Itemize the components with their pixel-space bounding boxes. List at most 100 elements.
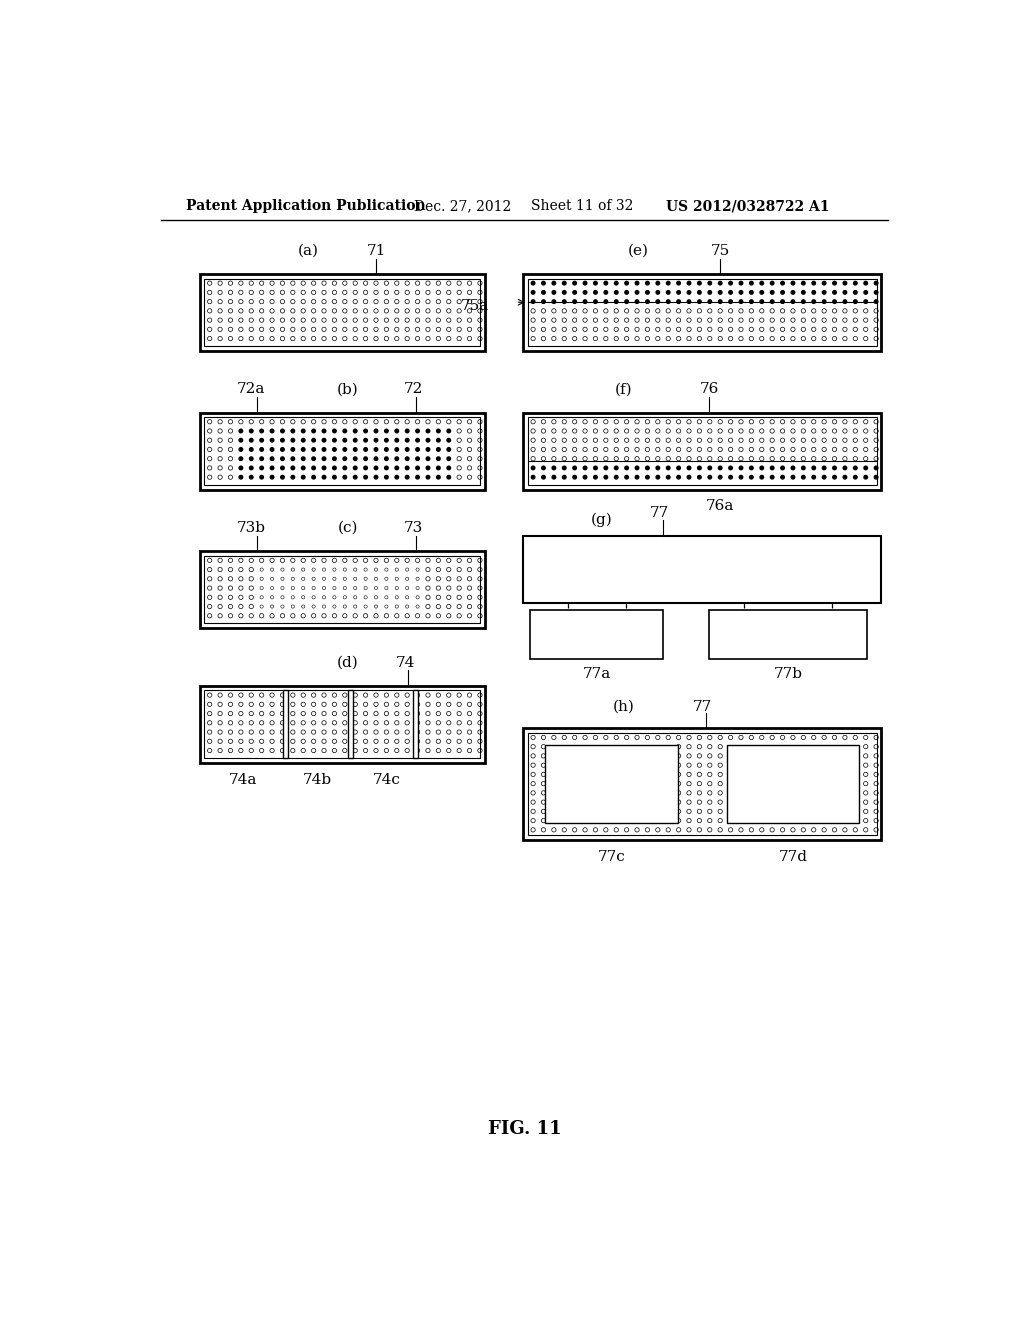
Circle shape bbox=[436, 457, 440, 461]
Circle shape bbox=[343, 429, 346, 433]
Circle shape bbox=[802, 281, 805, 285]
Circle shape bbox=[270, 438, 273, 442]
Circle shape bbox=[260, 438, 263, 442]
Text: (b): (b) bbox=[337, 383, 358, 396]
Circle shape bbox=[406, 457, 409, 461]
Circle shape bbox=[406, 429, 409, 433]
Circle shape bbox=[739, 281, 742, 285]
Circle shape bbox=[802, 466, 805, 470]
Circle shape bbox=[406, 475, 409, 479]
Circle shape bbox=[250, 429, 253, 433]
Bar bbox=[348, 690, 353, 758]
Circle shape bbox=[843, 475, 847, 479]
Circle shape bbox=[562, 475, 566, 479]
Text: Sheet 11 of 32: Sheet 11 of 32 bbox=[531, 199, 633, 213]
Bar bbox=[205, 279, 480, 346]
Text: (a): (a) bbox=[298, 244, 318, 257]
Circle shape bbox=[780, 475, 784, 479]
Circle shape bbox=[708, 300, 712, 304]
Text: US 2012/0328722 A1: US 2012/0328722 A1 bbox=[666, 199, 829, 213]
Circle shape bbox=[833, 281, 837, 285]
Text: FIG. 11: FIG. 11 bbox=[488, 1119, 561, 1138]
Circle shape bbox=[301, 447, 305, 451]
Circle shape bbox=[323, 429, 326, 433]
Circle shape bbox=[646, 290, 649, 294]
Circle shape bbox=[343, 447, 346, 451]
Circle shape bbox=[250, 457, 253, 461]
Circle shape bbox=[739, 466, 742, 470]
Circle shape bbox=[656, 300, 659, 304]
Text: 75a: 75a bbox=[461, 300, 488, 313]
Circle shape bbox=[667, 290, 670, 294]
Circle shape bbox=[802, 475, 805, 479]
Circle shape bbox=[353, 447, 357, 451]
Circle shape bbox=[281, 457, 285, 461]
Bar bbox=[283, 690, 289, 758]
Circle shape bbox=[333, 475, 336, 479]
Circle shape bbox=[239, 457, 243, 461]
Circle shape bbox=[395, 466, 398, 470]
Circle shape bbox=[395, 438, 398, 442]
Circle shape bbox=[770, 466, 774, 470]
Circle shape bbox=[531, 475, 535, 479]
Circle shape bbox=[667, 466, 670, 470]
Circle shape bbox=[312, 438, 315, 442]
Circle shape bbox=[614, 475, 618, 479]
Text: 76a: 76a bbox=[706, 499, 734, 513]
Circle shape bbox=[281, 429, 285, 433]
Circle shape bbox=[780, 300, 784, 304]
Circle shape bbox=[239, 475, 243, 479]
Circle shape bbox=[719, 281, 722, 285]
Circle shape bbox=[604, 466, 607, 470]
Circle shape bbox=[291, 438, 295, 442]
Bar bbox=[523, 412, 882, 490]
Circle shape bbox=[687, 466, 691, 470]
Text: (g): (g) bbox=[591, 513, 613, 528]
Circle shape bbox=[542, 281, 545, 285]
Circle shape bbox=[854, 475, 857, 479]
Circle shape bbox=[625, 290, 629, 294]
Circle shape bbox=[281, 475, 285, 479]
Bar bbox=[523, 729, 882, 840]
Circle shape bbox=[822, 466, 826, 470]
Circle shape bbox=[416, 466, 420, 470]
Circle shape bbox=[739, 475, 742, 479]
Circle shape bbox=[594, 475, 597, 479]
Circle shape bbox=[594, 290, 597, 294]
Circle shape bbox=[552, 290, 556, 294]
Circle shape bbox=[584, 475, 587, 479]
Circle shape bbox=[343, 438, 346, 442]
Circle shape bbox=[301, 466, 305, 470]
Circle shape bbox=[416, 457, 420, 461]
Circle shape bbox=[874, 290, 878, 294]
Text: 77c: 77c bbox=[598, 850, 626, 863]
Circle shape bbox=[874, 300, 878, 304]
Text: Patent Application Publication: Patent Application Publication bbox=[186, 199, 426, 213]
Circle shape bbox=[552, 475, 556, 479]
Circle shape bbox=[697, 281, 701, 285]
Text: 76: 76 bbox=[699, 383, 719, 396]
Circle shape bbox=[406, 447, 409, 451]
Circle shape bbox=[385, 457, 388, 461]
Circle shape bbox=[760, 281, 764, 285]
Circle shape bbox=[812, 290, 815, 294]
Circle shape bbox=[239, 438, 243, 442]
Bar bbox=[528, 733, 877, 836]
Circle shape bbox=[812, 475, 815, 479]
Bar bbox=[205, 556, 480, 623]
Circle shape bbox=[708, 281, 712, 285]
Circle shape bbox=[364, 457, 368, 461]
Circle shape bbox=[594, 466, 597, 470]
Bar bbox=[523, 275, 882, 351]
Circle shape bbox=[353, 466, 357, 470]
Circle shape bbox=[656, 466, 659, 470]
Circle shape bbox=[447, 438, 451, 442]
Circle shape bbox=[239, 466, 243, 470]
Circle shape bbox=[854, 466, 857, 470]
Circle shape bbox=[584, 281, 587, 285]
Circle shape bbox=[677, 290, 680, 294]
Circle shape bbox=[780, 290, 784, 294]
Circle shape bbox=[822, 300, 826, 304]
Circle shape bbox=[760, 475, 764, 479]
Circle shape bbox=[635, 290, 639, 294]
